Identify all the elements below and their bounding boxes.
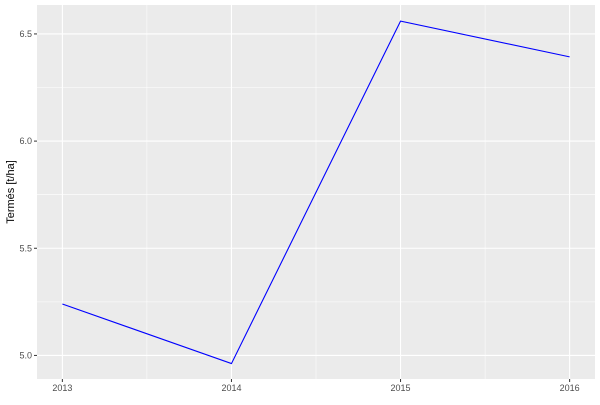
y-tick-label: 5.5	[19, 243, 32, 253]
series-lines	[62, 20, 570, 365]
y-tick-label: 6.0	[19, 136, 32, 146]
x-tick-label: 2015	[391, 383, 411, 393]
series-line	[62, 20, 570, 365]
x-tick-label: 2016	[560, 383, 580, 393]
x-tick-label: 2014	[221, 383, 241, 393]
y-tick-label: 5.0	[19, 350, 32, 360]
y-axis-label: Termés [t/ha]	[5, 160, 17, 224]
y-tick-label: 6.5	[19, 29, 32, 39]
major-gridlines	[37, 5, 595, 379]
axes: 2013 2014 2015 2016 5.0 5.5 6.0 6.5	[19, 29, 579, 393]
x-tick-label: 2013	[52, 383, 72, 393]
